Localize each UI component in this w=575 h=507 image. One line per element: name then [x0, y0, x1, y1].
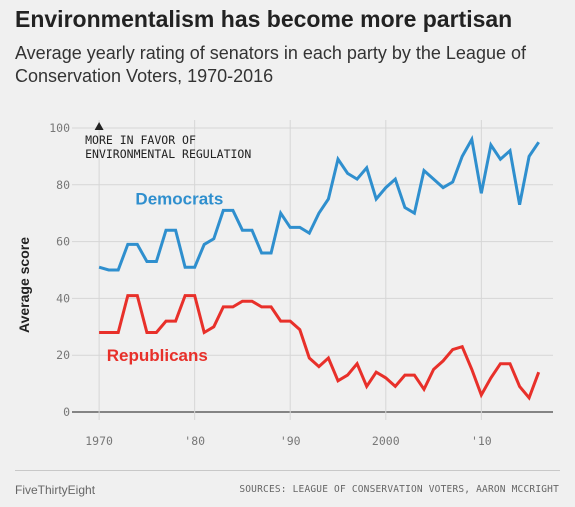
- y-tick-label: 60: [56, 235, 70, 249]
- chart-title: Environmentalism has become more partisa…: [15, 6, 513, 32]
- x-tick-label: '80: [184, 434, 205, 448]
- y-axis-label: Average score: [16, 237, 32, 333]
- series-label-republicans: Republicans: [107, 346, 208, 365]
- y-tick-label: 0: [63, 405, 70, 419]
- y-tick-label: 100: [49, 121, 70, 135]
- y-tick-label: 40: [56, 291, 70, 305]
- x-tick-label: '90: [280, 434, 301, 448]
- line-chart: 0 20 40 60 80 100 1970 '80 '90 2000 '10 Average sco…: [16, 120, 553, 448]
- footer-sources: SOURCES: LEAGUE OF CONSERVATION VOTERS, …: [239, 484, 559, 495]
- x-tick-label: 2000: [372, 434, 400, 448]
- series-line-democrats: [98, 135, 540, 272]
- annotation-line-2: ENVIRONMENTAL REGULATION: [85, 147, 251, 161]
- y-tick-label: 20: [56, 348, 70, 362]
- footer-brand: FiveThirtyEight: [15, 483, 96, 497]
- y-tick-label: 80: [56, 178, 70, 192]
- up-arrow-icon: [94, 122, 104, 130]
- annotation-line-1: MORE IN FAVOR OF: [85, 133, 196, 147]
- x-tick-label: 1970: [85, 434, 113, 448]
- chart-subtitle: Average yearly rating of senators in eac…: [15, 43, 526, 86]
- series-line-republicans: [99, 294, 541, 401]
- series-label-democrats: Democrats: [135, 190, 223, 209]
- x-tick-label: '10: [471, 434, 492, 448]
- footer-divider: [15, 470, 560, 471]
